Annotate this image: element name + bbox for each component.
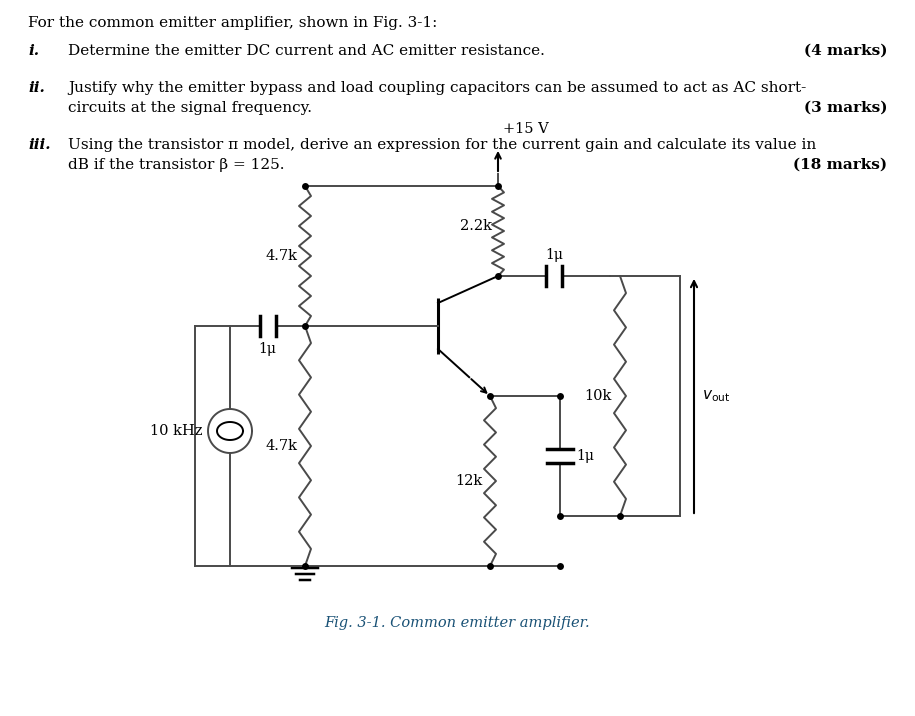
Text: (4 marks): (4 marks) [803,44,887,58]
Text: 1μ: 1μ [259,342,276,356]
Text: 4.7k: 4.7k [265,249,297,263]
Text: 1μ: 1μ [576,449,594,463]
Text: $v_{\mathrm{out}}$: $v_{\mathrm{out}}$ [702,388,730,404]
Text: 1μ: 1μ [545,248,563,262]
Text: Determine the emitter DC current and AC emitter resistance.: Determine the emitter DC current and AC … [68,44,544,58]
Text: (18 marks): (18 marks) [793,158,887,172]
Text: i.: i. [28,44,39,58]
Text: (3 marks): (3 marks) [803,101,887,115]
Text: ii.: ii. [28,81,45,95]
Text: 4.7k: 4.7k [265,439,297,453]
Text: Fig. 3-1. Common emitter amplifier.: Fig. 3-1. Common emitter amplifier. [324,616,590,630]
Text: +15 V: +15 V [503,122,549,136]
Text: 10 kHz: 10 kHz [150,424,203,438]
Text: circuits at the signal frequency.: circuits at the signal frequency. [68,101,312,115]
Text: For the common emitter amplifier, shown in Fig. 3-1:: For the common emitter amplifier, shown … [28,16,437,30]
Text: 10k: 10k [585,389,612,403]
Text: iii.: iii. [28,138,50,152]
Text: dB if the transistor β = 125.: dB if the transistor β = 125. [68,158,285,172]
Text: 2.2k: 2.2k [460,219,492,233]
Text: 12k: 12k [455,474,482,488]
Text: Using the transistor π model, derive an expression for the current gain and calc: Using the transistor π model, derive an … [68,138,816,152]
Text: Justify why the emitter bypass and load coupling capacitors can be assumed to ac: Justify why the emitter bypass and load … [68,81,806,95]
